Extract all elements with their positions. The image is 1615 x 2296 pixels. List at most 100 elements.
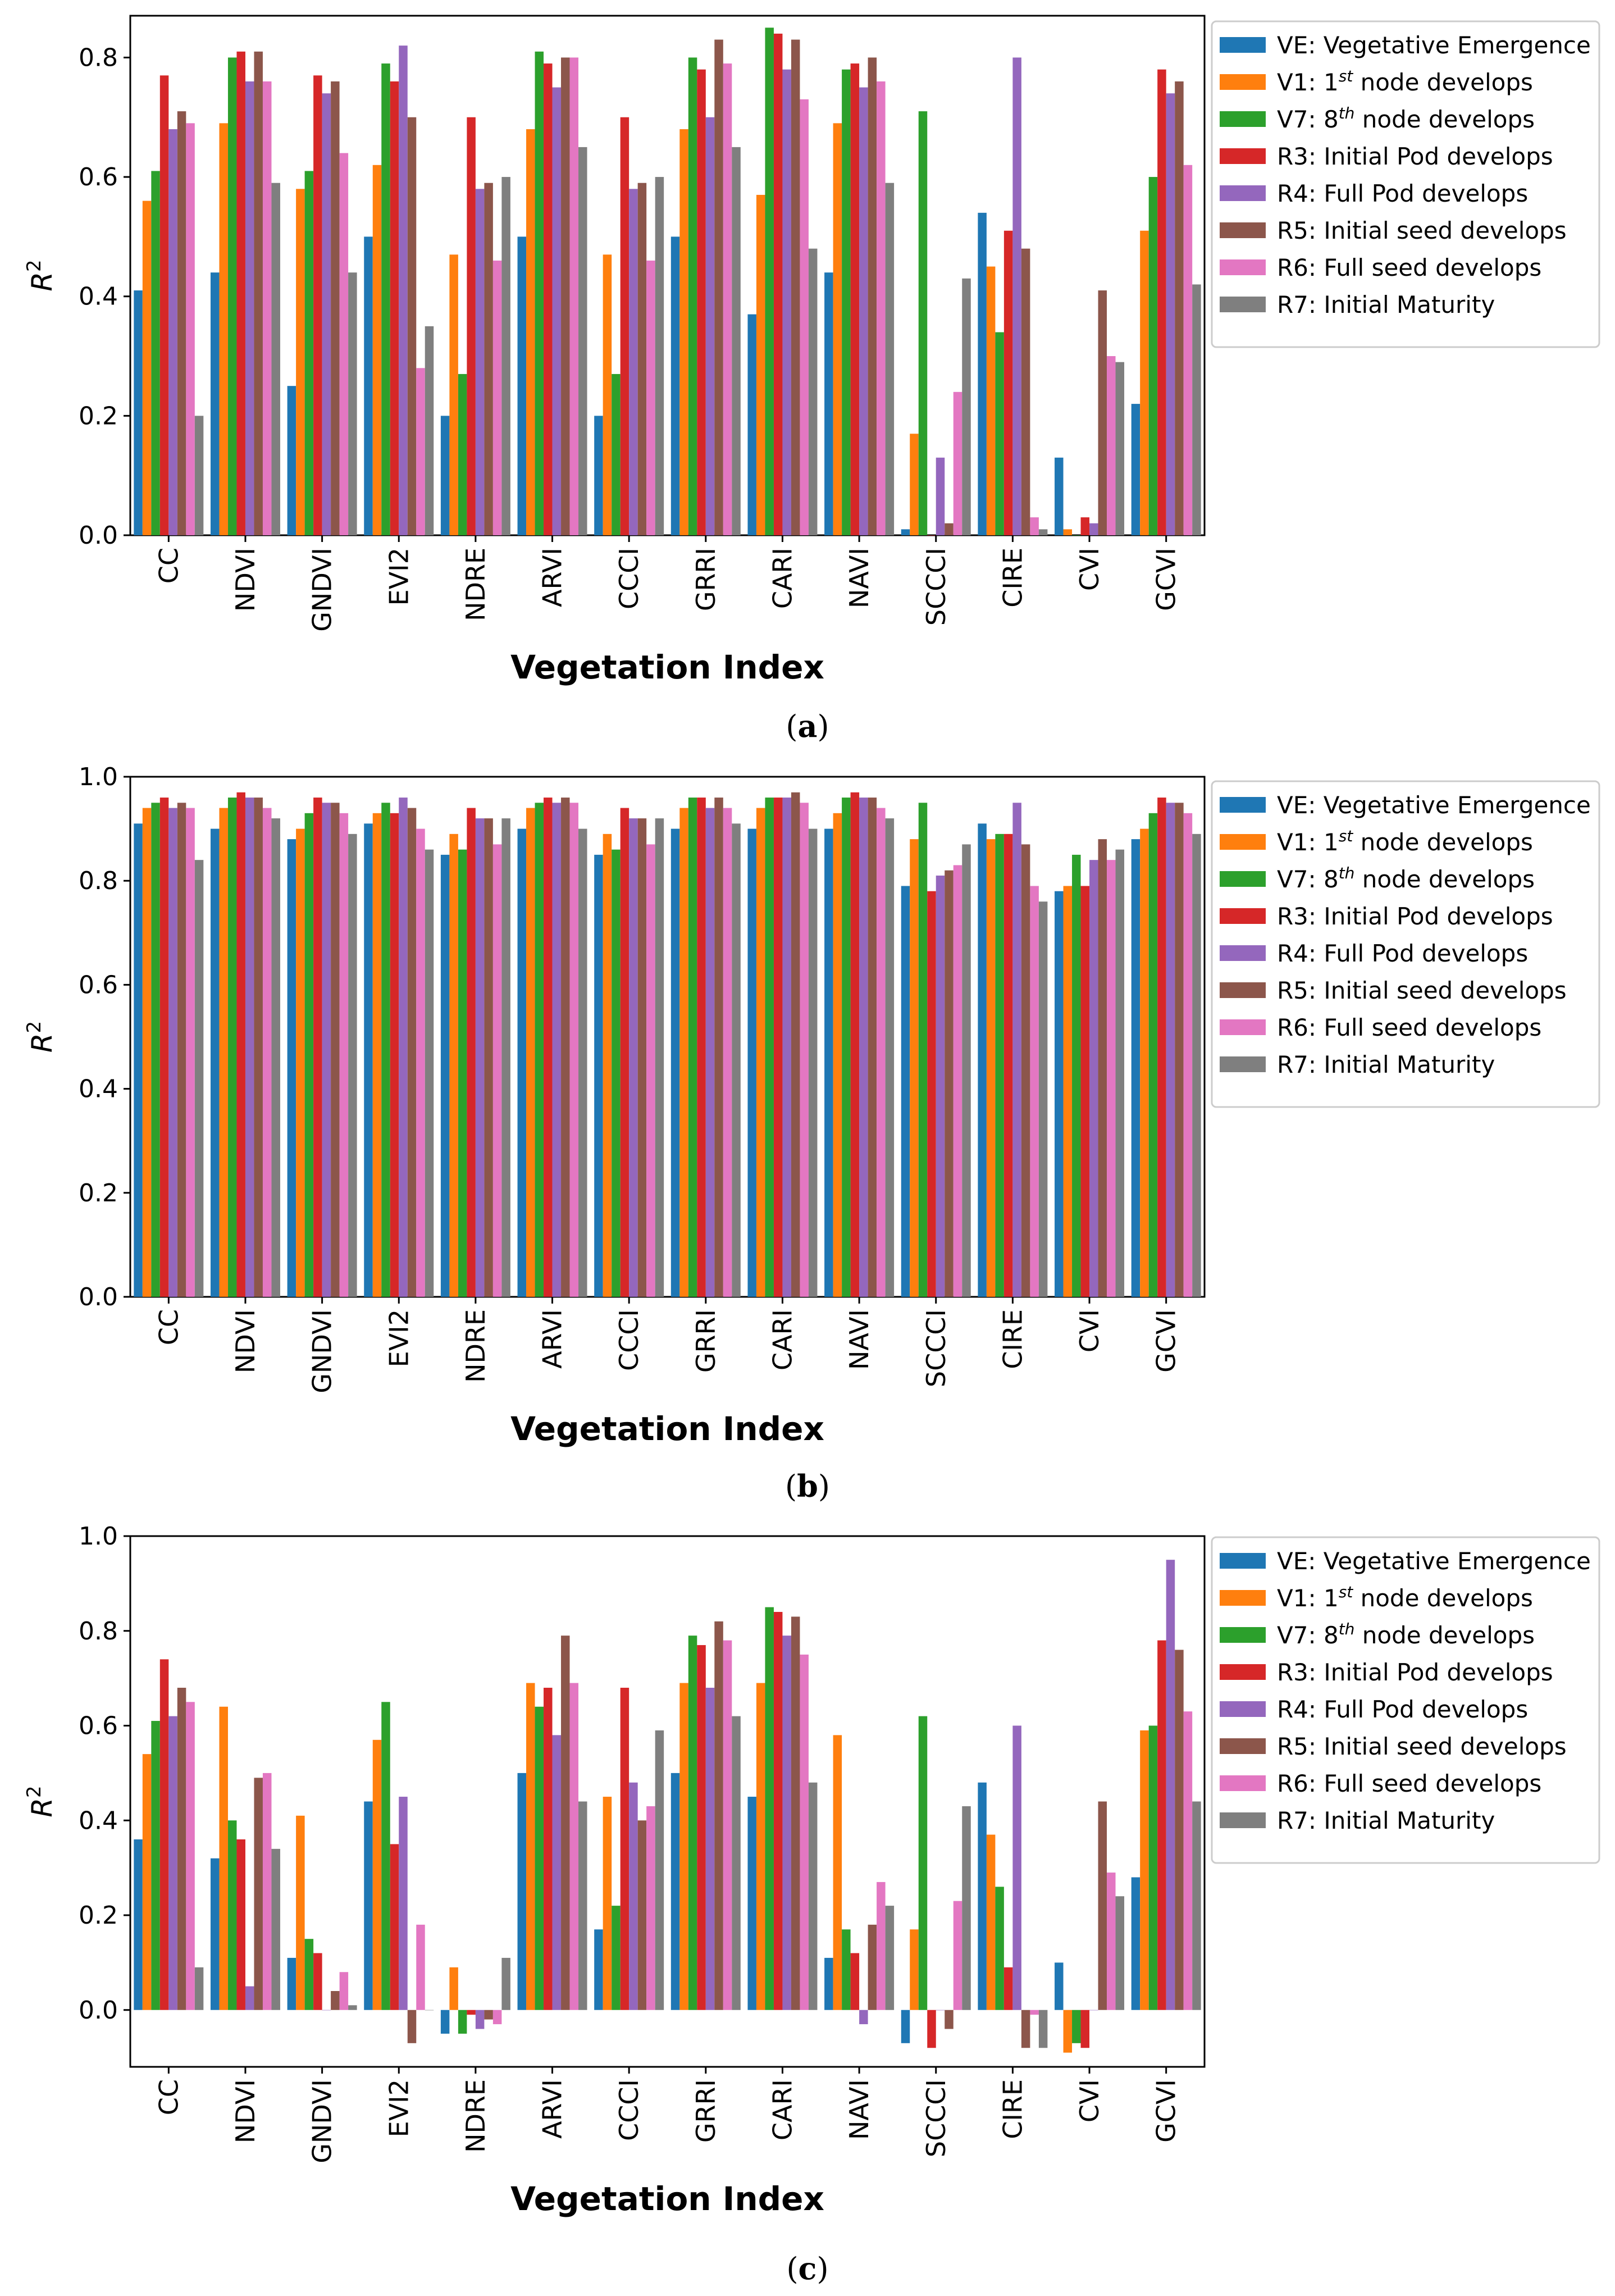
bar-c-cvi-r5 — [1098, 1801, 1107, 2010]
x-tick-label: CARI — [767, 2079, 797, 2140]
bar-c-cvi-v7 — [1072, 2010, 1081, 2043]
bar-a-gndvi-ve — [287, 386, 296, 535]
x-tick-label: EVI2 — [384, 1309, 414, 1367]
bar-c-cvi-ve — [1055, 1962, 1064, 2010]
bar-b-cc-r5 — [177, 803, 186, 1297]
bar-c-gndvi-v1 — [296, 1815, 305, 2010]
x-tick-label: ARVI — [537, 1309, 568, 1369]
legend-label-r7: R7: Initial Maturity — [1277, 1807, 1495, 1834]
bar-c-cari-r4 — [782, 1636, 791, 2010]
y-tick-label: 0.2 — [79, 1901, 118, 1930]
bar-a-cire-r4 — [1012, 57, 1021, 535]
bar-c-ccci-r7 — [655, 1730, 664, 2010]
bar-c-cari-v7 — [765, 1607, 774, 2010]
legend-swatch-r4 — [1220, 1701, 1266, 1717]
bar-a-grri-r3 — [697, 69, 706, 536]
bar-c-ndre-v1 — [449, 1967, 458, 2010]
bar-c-cire-r7 — [1038, 2010, 1048, 2048]
bar-b-cire-r3 — [1003, 833, 1013, 1297]
x-tick-label: SCCCI — [921, 2079, 951, 2157]
bar-b-gcvi-v1 — [1140, 828, 1149, 1297]
x-tick-label: EVI2 — [384, 2079, 414, 2137]
bar-b-sccci-r3 — [927, 891, 936, 1297]
bar-c-sccci-v1 — [910, 1929, 919, 2010]
bar-a-navi-r4 — [859, 87, 868, 536]
bar-a-navi-r7 — [885, 183, 895, 535]
bar-a-arvi-r6 — [569, 57, 579, 535]
y-tick-label: 0.8 — [79, 867, 118, 895]
x-tick-label: CVI — [1074, 2079, 1105, 2122]
x-tick-label: NDRE — [460, 1309, 491, 1383]
x-tick-label: CARI — [767, 1309, 797, 1370]
bar-c-evi2-r7 — [425, 2010, 434, 2011]
legend-swatch-ve — [1220, 37, 1266, 53]
bar-c-cvi-r3 — [1080, 2010, 1090, 2048]
bar-b-gcvi-r7 — [1192, 833, 1201, 1297]
bar-c-ndvi-r3 — [236, 1839, 245, 2010]
bar-b-sccci-v1 — [910, 839, 919, 1297]
bar-b-sccci-v7 — [918, 803, 928, 1297]
bar-c-cari-r3 — [773, 1612, 783, 2010]
bar-b-cire-ve — [978, 823, 987, 1297]
bar-a-cvi-r4 — [1089, 523, 1098, 535]
bar-a-ndre-r7 — [501, 177, 510, 535]
legend-label-v1: V1: 1st node develops — [1277, 67, 1533, 96]
bar-a-cire-r7 — [1038, 529, 1048, 535]
bar-a-ccci-r3 — [620, 117, 629, 535]
bar-b-cari-ve — [747, 828, 756, 1297]
legend-swatch-r4 — [1220, 185, 1266, 201]
bar-c-ccci-r5 — [637, 1820, 647, 2010]
bar-c-ndvi-ve — [210, 1858, 220, 2010]
bar-c-ccci-v7 — [612, 1906, 621, 2010]
bar-a-cvi-r3 — [1080, 517, 1090, 535]
y-tick-label: 0.8 — [79, 1617, 118, 1646]
legend-swatch-v7 — [1220, 1627, 1266, 1643]
legend-label-r6: R6: Full seed develops — [1277, 1770, 1541, 1797]
bar-b-ndvi-r6 — [262, 808, 272, 1297]
legend-swatch-r3 — [1220, 908, 1266, 924]
x-tick-label: NDVI — [230, 1309, 261, 1373]
bar-c-gndvi-r4 — [322, 2010, 331, 2011]
legend-swatch-r3 — [1220, 148, 1266, 164]
bar-b-gndvi-v1 — [296, 828, 305, 1297]
bar-b-evi2-v1 — [372, 813, 382, 1297]
bar-b-ndvi-r5 — [254, 798, 263, 1297]
legend-swatch-ve — [1220, 797, 1266, 813]
bar-a-cari-v7 — [765, 28, 774, 536]
bar-b-sccci-r4 — [936, 875, 945, 1297]
legend-swatch-r5 — [1220, 222, 1266, 238]
bar-b-cvi-v7 — [1072, 854, 1081, 1297]
bar-a-grri-v1 — [679, 129, 688, 536]
chart-panel-b: 0.0 0.2 0.4 0.6 0.8 1.0 CC NDVI GNDVI EVI2 NDRE ARV… — [23, 763, 1600, 1504]
x-tick-label: NAVI — [844, 548, 874, 608]
bar-c-arvi-r6 — [569, 1683, 579, 2010]
bar-c-grri-ve — [670, 1773, 680, 2010]
panel-caption: (b) — [785, 1468, 830, 1504]
x-tick-label: CARI — [767, 548, 797, 609]
legend-c: VE: Vegetative Emergence V1: 1st node dev… — [1211, 1536, 1600, 1864]
bar-a-gcvi-r7 — [1192, 284, 1201, 535]
bar-b-ndre-r5 — [484, 818, 493, 1297]
x-tick-label: GCVI — [1151, 548, 1181, 611]
bar-c-grri-r6 — [723, 1640, 732, 2010]
x-tick-label: CIRE — [997, 548, 1028, 608]
bar-a-grri-v7 — [688, 57, 697, 535]
bar-b-cire-v1 — [986, 839, 996, 1297]
legend-swatch-r6 — [1220, 259, 1266, 275]
legend-swatch-v1 — [1220, 834, 1266, 850]
bar-c-evi2-r3 — [390, 1844, 399, 2010]
x-tick-label: EVI2 — [384, 548, 414, 605]
x-axis-label: Vegetation Index — [510, 1410, 824, 1448]
chart-panel-a: 0.0 0.2 0.4 0.6 0.8 CC NDVI GNDVI EVI2 NDRE ARVI CC… — [23, 15, 1600, 744]
bar-b-cc-ve — [134, 823, 143, 1297]
legend-swatch-r6 — [1220, 1775, 1266, 1791]
bar-b-ccci-ve — [594, 854, 603, 1297]
bar-a-ndvi-v1 — [219, 123, 228, 536]
bar-b-cire-r6 — [1030, 886, 1039, 1297]
bar-b-navi-v7 — [842, 798, 851, 1297]
bar-a-cc-r6 — [186, 123, 195, 536]
bar-b-ndvi-r4 — [245, 798, 254, 1297]
bar-c-ndvi-r5 — [254, 1778, 263, 2010]
bar-a-gndvi-r4 — [322, 93, 331, 535]
bar-c-arvi-r5 — [561, 1636, 570, 2010]
